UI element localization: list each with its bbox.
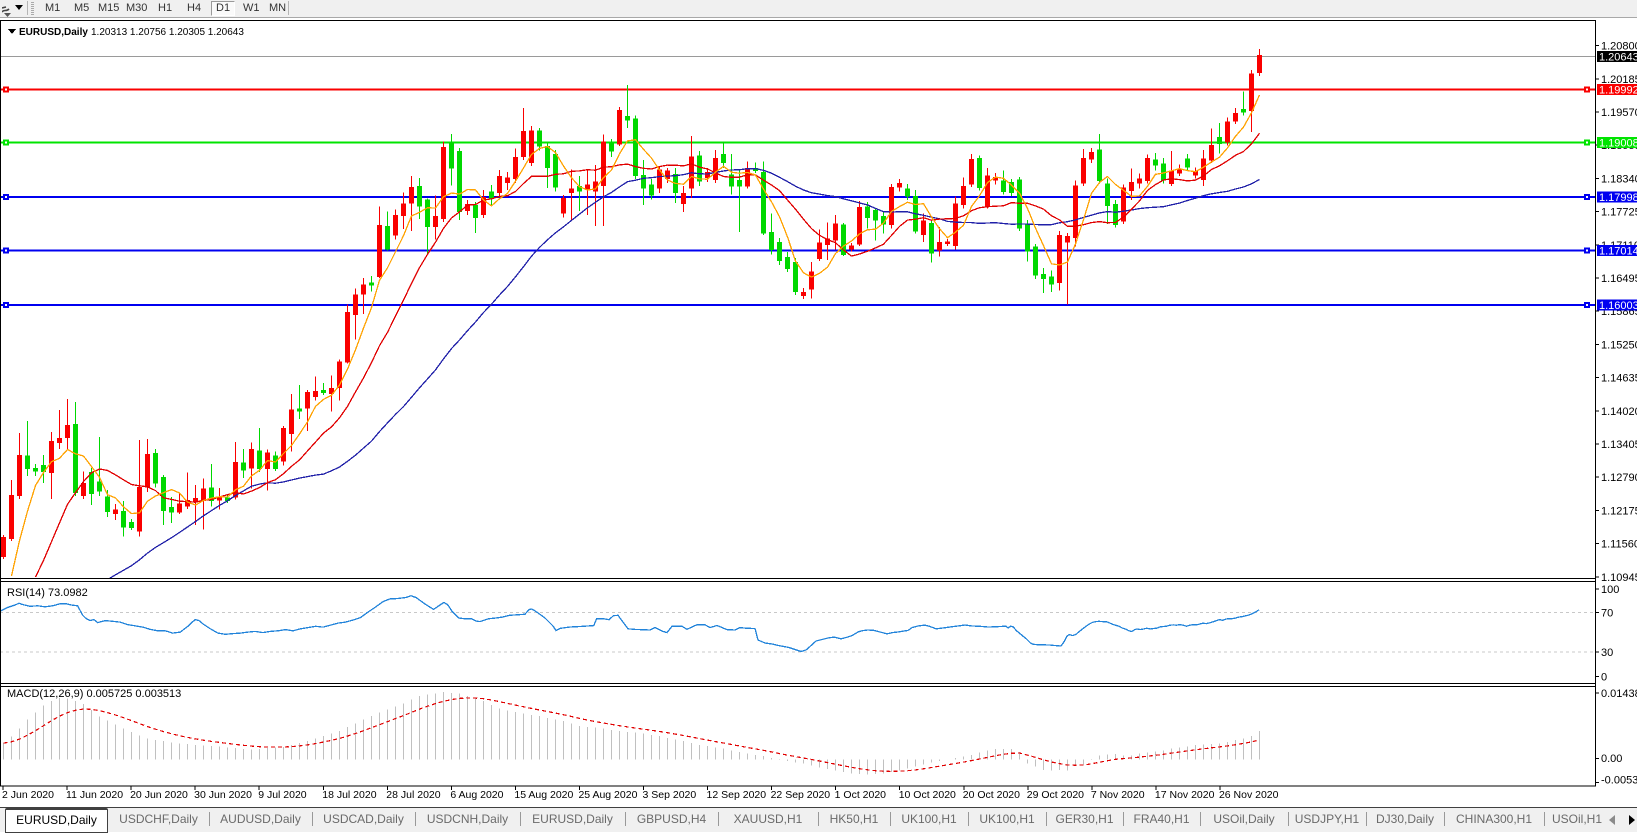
svg-text:1.14020: 1.14020	[1601, 406, 1637, 418]
svg-text:11 Jun 2020: 11 Jun 2020	[66, 789, 123, 801]
svg-text:1.12790: 1.12790	[1601, 472, 1637, 484]
svg-text:1.20800: 1.20800	[1601, 41, 1637, 53]
svg-text:25 Aug 2020: 25 Aug 2020	[578, 789, 637, 801]
svg-text:1.17725: 1.17725	[1601, 207, 1637, 219]
svg-text:6 Aug 2020: 6 Aug 2020	[450, 789, 503, 801]
svg-text:20 Jun 2020: 20 Jun 2020	[130, 789, 188, 801]
svg-text:1.17014: 1.17014	[1599, 246, 1637, 258]
svg-text:1.12175: 1.12175	[1601, 505, 1637, 517]
svg-text:1.14635: 1.14635	[1601, 373, 1637, 385]
svg-text:1.18340: 1.18340	[1601, 173, 1637, 185]
svg-text:0: 0	[1601, 671, 1607, 683]
svg-text:28 Jul 2020: 28 Jul 2020	[386, 789, 440, 801]
svg-text:100: 100	[1601, 584, 1619, 596]
svg-text:1.11560: 1.11560	[1601, 539, 1637, 551]
svg-text:18 Jul 2020: 18 Jul 2020	[322, 789, 376, 801]
svg-text:1.15250: 1.15250	[1601, 339, 1637, 351]
svg-text:3 Sep 2020: 3 Sep 2020	[643, 789, 697, 801]
svg-text:30: 30	[1601, 647, 1613, 659]
svg-text:1 Oct 2020: 1 Oct 2020	[835, 789, 887, 801]
svg-text:70: 70	[1601, 607, 1613, 619]
svg-text:MACD(12,26,9) 0.005725 0.00351: MACD(12,26,9) 0.005725 0.003513	[7, 688, 181, 700]
svg-text:0.00: 0.00	[1601, 753, 1622, 765]
svg-text:9 Jul 2020: 9 Jul 2020	[258, 789, 307, 801]
svg-text:29 Oct 2020: 29 Oct 2020	[1027, 789, 1084, 801]
svg-text:1.19570: 1.19570	[1601, 107, 1637, 119]
svg-text:1.16003: 1.16003	[1599, 300, 1637, 312]
svg-text:EURUSD,Daily: EURUSD,Daily	[19, 27, 88, 38]
svg-text:1.10945: 1.10945	[1601, 572, 1637, 584]
svg-text:2 Jun 2020: 2 Jun 2020	[2, 789, 54, 801]
svg-text:17 Nov 2020: 17 Nov 2020	[1155, 789, 1215, 801]
svg-text:1.13405: 1.13405	[1601, 439, 1637, 451]
svg-text:0.014384: 0.014384	[1601, 688, 1637, 700]
svg-text:1.19992: 1.19992	[1599, 85, 1637, 97]
svg-text:22 Sep 2020: 22 Sep 2020	[771, 789, 831, 801]
svg-text:7 Nov 2020: 7 Nov 2020	[1091, 789, 1145, 801]
svg-text:30 Jun 2020: 30 Jun 2020	[194, 789, 252, 801]
svg-text:1.19008: 1.19008	[1599, 138, 1637, 150]
svg-text:1.20643: 1.20643	[1599, 52, 1637, 64]
svg-text:-0.005398: -0.005398	[1601, 775, 1637, 787]
svg-text:15 Aug 2020: 15 Aug 2020	[514, 789, 573, 801]
svg-text:12 Sep 2020: 12 Sep 2020	[707, 789, 767, 801]
svg-text:1.17998: 1.17998	[1599, 192, 1637, 204]
svg-text:1.20185: 1.20185	[1601, 74, 1637, 86]
svg-text:10 Oct 2020: 10 Oct 2020	[899, 789, 956, 801]
svg-text:1.20313 1.20756 1.20305 1.2064: 1.20313 1.20756 1.20305 1.20643	[91, 27, 244, 38]
svg-text:1.16495: 1.16495	[1601, 273, 1637, 285]
svg-text:26 Nov 2020: 26 Nov 2020	[1219, 789, 1279, 801]
svg-text:20 Oct 2020: 20 Oct 2020	[963, 789, 1020, 801]
svg-text:RSI(14) 73.0982: RSI(14) 73.0982	[7, 587, 88, 599]
